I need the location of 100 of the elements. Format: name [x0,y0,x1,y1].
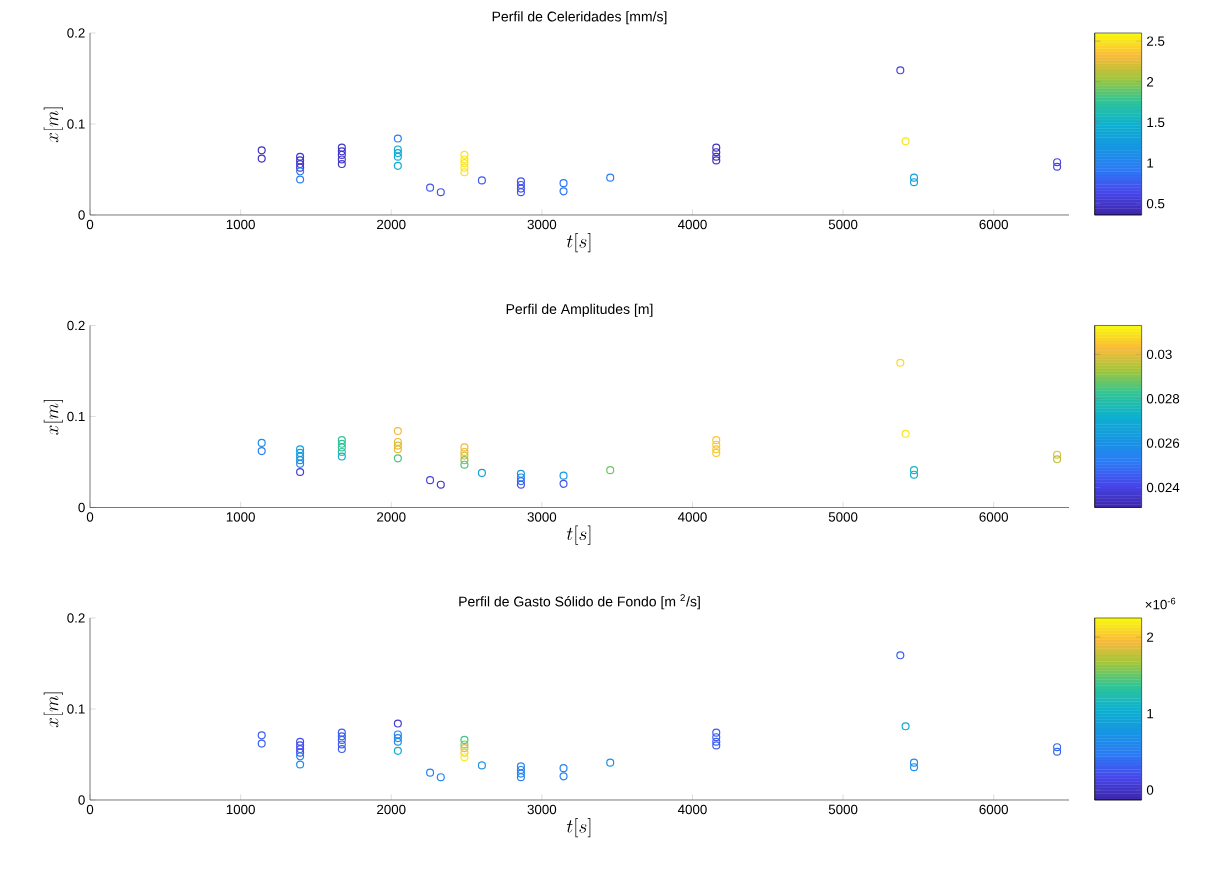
x-axis-title: $t[s]$ [566,817,591,838]
point [909,466,919,475]
point [257,739,266,748]
point [909,470,919,479]
point [337,735,346,744]
point [393,152,402,161]
x-tick-label: 1000 [226,219,255,230]
point [460,451,469,460]
point [426,476,435,485]
x-tick-label: 4000 [677,512,707,522]
point [257,447,266,456]
point [337,447,346,457]
point [909,758,919,767]
x-tick-label: 0 [86,512,94,522]
point [712,737,721,746]
x-tick-label: 2000 [377,512,406,522]
point [393,441,402,450]
point [712,733,721,742]
x-tick-label: 0 [86,804,94,815]
point [559,471,568,480]
point [337,436,346,445]
chart-title: Perfil de Celeridades [mm/s] [492,11,667,25]
point [393,719,402,728]
x-tick-label: 3000 [527,219,557,230]
x-tick-label: 3000 [527,512,557,522]
point [460,460,469,469]
point [516,765,525,775]
point [460,159,469,168]
point [712,436,721,445]
point [460,443,469,452]
point [296,741,305,750]
point [296,175,305,184]
y-tick-label: 0 [78,210,85,220]
x-axis-title: $t[s]$ [566,232,591,253]
point [516,180,525,190]
x-tick-label: 6000 [979,512,1008,522]
color-bar-label: 0.026 [1146,438,1180,448]
point [460,163,469,172]
point [460,748,469,757]
point [393,145,402,154]
point [337,155,346,164]
point [896,651,905,660]
point [296,748,305,757]
x-axis-title: $t[s]$ [566,525,591,545]
y-tick-label: 0.1 [67,704,85,714]
point [559,479,568,488]
point [337,728,346,737]
point [909,763,919,772]
color-bar-label: 2.5 [1147,36,1165,46]
x-tick-label: 1000 [226,512,255,522]
point [337,159,346,169]
point [712,741,721,750]
point [393,737,402,746]
point [516,177,525,186]
x-tick-label: 5000 [828,512,858,522]
point [426,183,435,192]
point [337,443,346,452]
point [460,735,469,744]
point [712,448,721,457]
point [460,744,469,753]
point [516,188,525,197]
x-tick-label: 1000 [226,804,255,815]
y-axis-title: $x[m]$ [43,692,63,728]
x-tick-label: 3000 [527,804,557,815]
point [516,184,525,193]
y-tick-label: 0.2 [67,28,85,38]
point [901,722,910,731]
point [1053,743,1062,752]
point [296,448,305,457]
x-tick-label: 4000 [677,219,707,230]
point [393,734,402,743]
point [296,752,305,761]
point [393,454,402,463]
x-tick-label: 2000 [377,804,406,815]
point [460,447,469,457]
y-tick-label: 0.2 [67,613,85,623]
color-bar-label: 0.5 [1146,198,1165,209]
point [296,459,305,468]
point [559,772,568,781]
point [460,753,469,762]
point [296,452,305,461]
point [460,150,469,159]
point [337,740,346,749]
point [296,156,305,165]
point [337,150,346,159]
point [712,728,721,737]
point [393,426,402,436]
point [460,740,469,749]
point [1053,450,1062,459]
point [559,764,568,773]
point [901,137,910,146]
point [296,456,305,465]
point [909,173,919,182]
point [516,773,525,782]
point [1053,747,1062,756]
point [337,732,346,741]
x-tick-label: 6000 [979,219,1008,230]
point [436,480,445,489]
x-tick-label: 4000 [677,804,707,815]
color-bar-label: 0.028 [1146,394,1180,404]
